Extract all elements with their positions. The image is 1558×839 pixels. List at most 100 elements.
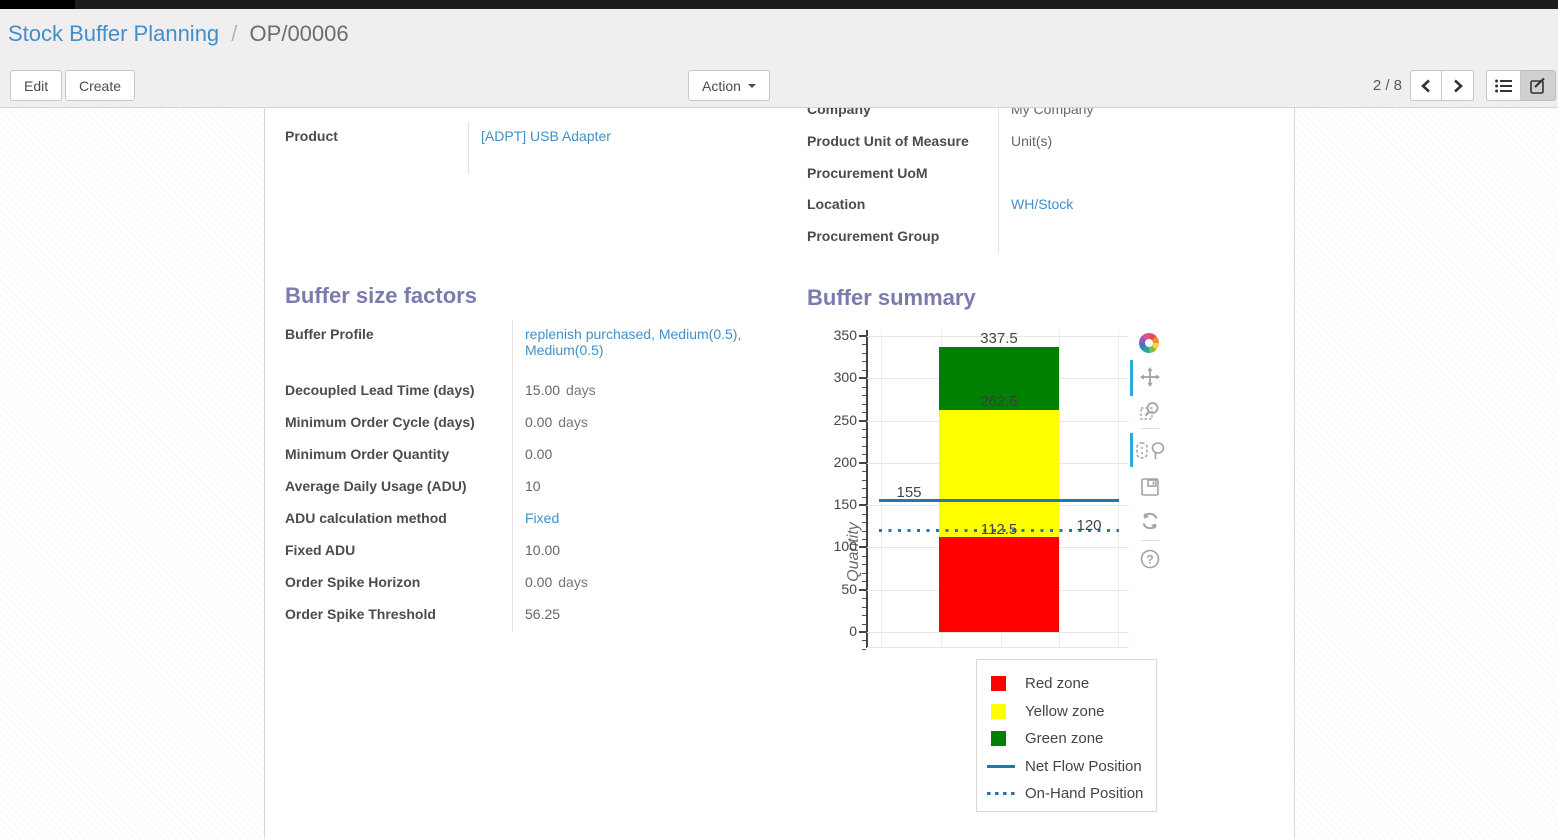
field-row: Minimum Order Cycle (days) 0.00 days — [285, 408, 790, 440]
help-icon[interactable]: ? — [1139, 548, 1161, 570]
y-axis-tick-label: 350 — [833, 327, 857, 343]
field-value-text: 10 — [525, 478, 541, 494]
field-row: Order Spike Threshold 56.25 — [285, 600, 790, 632]
box-zoom-icon[interactable] — [1139, 400, 1161, 422]
field-value — [998, 158, 1275, 190]
breadcrumb-separator: / — [231, 21, 238, 46]
legend-swatch — [987, 792, 1017, 796]
field-label: Buffer Profile — [285, 326, 374, 342]
gridline-horizontal — [867, 647, 1129, 648]
field-value-text: 15.00 — [525, 382, 561, 398]
legend-swatch — [987, 703, 1017, 719]
field-label: Minimum Order Cycle (days) — [285, 414, 475, 430]
reset-axes-icon[interactable] — [1139, 510, 1161, 532]
field-value: 0.00 — [512, 440, 790, 472]
y-axis-minor-tick — [862, 572, 866, 574]
field-value — [998, 221, 1275, 253]
previous-record-button[interactable] — [1410, 70, 1442, 101]
field-value: [ADPT] USB Adapter — [468, 122, 790, 174]
legend-dotted-line-swatch — [987, 792, 1015, 796]
field-label: Order Spike Threshold — [285, 606, 436, 622]
y-axis-tick-label: 0 — [849, 623, 857, 639]
y-axis-minor-tick — [862, 445, 866, 447]
chart-annotation: 262.5 — [980, 393, 1018, 410]
y-axis-major-tick — [859, 504, 866, 507]
field-value-link[interactable]: replenish purchased, Medium(0.5), Medium… — [525, 326, 742, 358]
field-label: Product — [285, 128, 338, 144]
list-view-button[interactable] — [1486, 70, 1521, 101]
field-value-link[interactable]: [ADPT] USB Adapter — [481, 128, 611, 144]
legend-item[interactable]: Red zone — [977, 670, 1156, 698]
form-view-icon — [1530, 77, 1545, 94]
field-row: Product [ADPT] USB Adapter — [285, 122, 790, 174]
legend-label: Net Flow Position — [1025, 757, 1142, 775]
lasso-select-icon[interactable] — [1147, 440, 1169, 462]
y-axis-minor-tick — [862, 412, 866, 414]
action-caret-icon — [747, 83, 756, 88]
pan-icon[interactable] — [1139, 366, 1161, 388]
field-value-link[interactable]: Fixed — [525, 510, 560, 526]
field-value-text: 56.25 — [525, 606, 561, 622]
gridline-vertical — [1059, 330, 1060, 648]
field-unit: days — [566, 382, 596, 398]
legend-item[interactable]: Net Flow Position — [977, 753, 1156, 781]
y-axis-minor-tick — [862, 369, 866, 371]
legend-item[interactable]: Green zone — [977, 725, 1156, 753]
breadcrumb-parent-link[interactable]: Stock Buffer Planning — [8, 21, 220, 46]
legend-square-swatch — [991, 676, 1006, 692]
gridline-horizontal — [867, 336, 1129, 337]
chart-modebar: ? — [1128, 330, 1174, 582]
y-axis-minor-tick — [862, 437, 866, 439]
legend-item[interactable]: On-Hand Position — [977, 780, 1156, 808]
field-value-text: 10.00 — [525, 542, 561, 558]
plotly-logo-icon[interactable] — [1139, 333, 1159, 353]
field-row: Fixed ADU 10.00 — [285, 536, 790, 568]
field-label: Product Unit of Measure — [807, 133, 969, 149]
legend-label: Green zone — [1025, 730, 1104, 748]
red-zone-bar — [939, 536, 1059, 632]
field-row: Location WH/Stock — [807, 190, 1275, 222]
field-value: Fixed — [512, 504, 790, 536]
modebar-separator — [1141, 428, 1159, 429]
chevron-right-icon — [1453, 79, 1463, 92]
field-row: Company My Company — [807, 108, 1275, 127]
field-unit: days — [558, 414, 588, 430]
y-axis-minor-tick — [862, 623, 866, 625]
field-value: 0.00 days — [512, 568, 790, 600]
modebar-active-indicator — [1130, 360, 1133, 396]
create-button[interactable]: Create — [65, 70, 136, 101]
breadcrumb-current: OP/00006 — [249, 21, 349, 46]
form-view-button[interactable] — [1521, 70, 1556, 101]
svg-text:?: ? — [1146, 553, 1153, 567]
field-row: Average Daily Usage (ADU) 10 — [285, 472, 790, 504]
box-select-icon[interactable] — [1131, 440, 1153, 462]
buffer-summary-chart: Quantity 0 50 100 150 200 250 300 350 337.5 262.5… — [813, 318, 1193, 838]
y-axis-minor-tick — [862, 471, 866, 473]
y-axis-minor-tick — [862, 522, 866, 524]
gridline-vertical — [1118, 330, 1119, 648]
gridline-vertical — [881, 330, 882, 648]
action-dropdown-button[interactable]: Action — [688, 70, 770, 101]
field-label: Procurement UoM — [807, 164, 928, 181]
green-zone-bar — [939, 346, 1059, 410]
field-unit: days — [558, 574, 588, 590]
field-row: Order Spike Horizon 0.00 days — [285, 568, 790, 600]
next-record-button[interactable] — [1442, 70, 1474, 101]
y-axis-major-tick — [859, 419, 866, 422]
legend-line-swatch — [987, 764, 1015, 768]
y-axis-minor-tick — [862, 429, 866, 431]
legend-item[interactable]: Yellow zone — [977, 698, 1156, 726]
save-icon[interactable] — [1139, 476, 1161, 498]
field-value-text: 0.00 — [525, 574, 553, 590]
field-value-text — [1011, 228, 1015, 244]
field-value-link[interactable]: WH/Stock — [1011, 196, 1074, 212]
edit-button[interactable]: Edit — [10, 70, 63, 101]
form-view-background: Company My Company Product Unit of Measure… — [0, 108, 1558, 839]
y-axis-major-tick — [859, 588, 866, 591]
y-axis-tick-label: 300 — [833, 369, 857, 386]
net-flow-position-line — [879, 499, 1119, 503]
y-axis-tick-label: 50 — [841, 580, 857, 597]
field-label: Procurement Group — [807, 227, 940, 244]
buffer-size-factors-title: Buffer size factors — [285, 283, 477, 308]
